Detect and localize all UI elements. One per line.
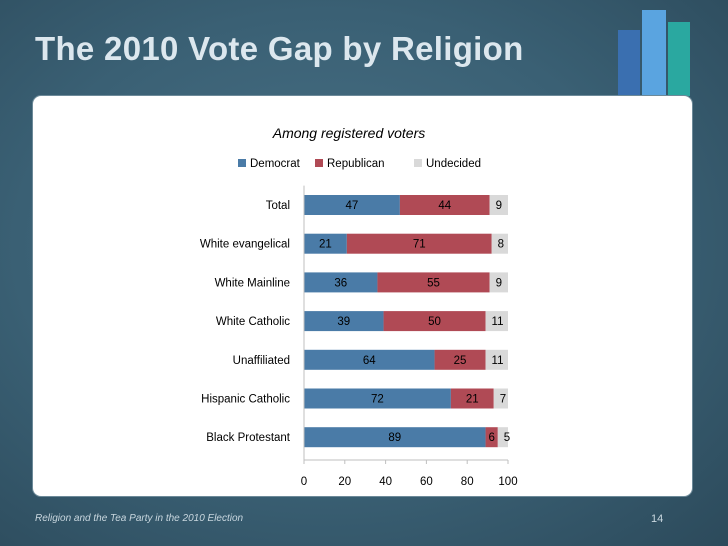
category-label: White Catholic bbox=[216, 316, 290, 328]
bar-undecided bbox=[493, 388, 508, 409]
data-label-democrat: 39 bbox=[337, 316, 350, 328]
legend-label-democrat: Democrat bbox=[250, 158, 301, 170]
data-label-republican: 44 bbox=[438, 200, 451, 212]
logo-bar-left bbox=[618, 30, 640, 96]
bar-republican bbox=[377, 272, 490, 293]
data-label-democrat: 64 bbox=[363, 355, 376, 367]
bar-republican bbox=[434, 349, 486, 370]
chart-legend: Democrat Republican Undecided bbox=[238, 158, 481, 170]
bar-democrat bbox=[304, 427, 486, 448]
bar-undecided bbox=[489, 195, 508, 215]
slide-title: The 2010 Vote Gap by Religion bbox=[35, 30, 524, 67]
bar-undecided bbox=[485, 311, 508, 332]
data-label-democrat: 21 bbox=[319, 239, 332, 251]
bar-republican bbox=[346, 233, 492, 254]
category-label: Black Protestant bbox=[206, 432, 291, 444]
data-label-democrat: 72 bbox=[371, 394, 384, 406]
category-label: Hispanic Catholic bbox=[201, 394, 290, 406]
bar-undecided bbox=[497, 427, 508, 448]
page-number: 14 bbox=[651, 513, 664, 525]
data-label-republican: 6 bbox=[488, 432, 494, 444]
legend-swatch-democrat bbox=[238, 159, 246, 167]
x-tick-label: 80 bbox=[461, 476, 474, 488]
bar-democrat bbox=[304, 388, 451, 409]
bar-democrat bbox=[304, 233, 347, 254]
category-label: White evangelical bbox=[200, 239, 290, 251]
logo-bars-icon bbox=[618, 10, 696, 96]
data-label-republican: 21 bbox=[466, 394, 479, 406]
bar-undecided bbox=[485, 349, 508, 370]
data-label-undecided: 11 bbox=[492, 316, 504, 328]
data-label-undecided: 9 bbox=[496, 200, 502, 212]
plot-area: Total 47 44 9 White evangelical 21 71 8 White Ma… bbox=[200, 185, 518, 488]
bar-republican bbox=[450, 388, 494, 409]
bar-republican bbox=[399, 195, 490, 215]
data-label-undecided: 11 bbox=[492, 355, 504, 367]
footer-caption: Religion and the Tea Party in the 2010 E… bbox=[35, 513, 244, 524]
x-tick-label: 40 bbox=[379, 476, 392, 488]
logo-bar-middle bbox=[642, 10, 666, 96]
data-label-undecided: 9 bbox=[496, 277, 502, 289]
data-label-democrat: 89 bbox=[388, 432, 401, 444]
bar-democrat bbox=[304, 349, 435, 370]
bar-democrat bbox=[304, 272, 378, 293]
legend-swatch-undecided bbox=[414, 159, 422, 167]
data-label-republican: 71 bbox=[413, 239, 426, 251]
x-tick-label: 100 bbox=[498, 476, 517, 488]
bar-democrat bbox=[304, 195, 400, 215]
data-label-republican: 55 bbox=[427, 277, 440, 289]
x-tick-label: 60 bbox=[420, 476, 433, 488]
bar-republican bbox=[383, 311, 486, 332]
bar-democrat bbox=[304, 311, 384, 332]
bar-undecided bbox=[489, 272, 508, 293]
data-label-democrat: 47 bbox=[346, 200, 359, 212]
data-label-democrat: 36 bbox=[334, 277, 347, 289]
bar-undecided bbox=[491, 233, 508, 254]
data-label-undecided: 8 bbox=[498, 239, 504, 251]
data-label-undecided: 7 bbox=[500, 394, 506, 406]
legend-label-republican: Republican bbox=[327, 158, 385, 170]
data-label-undecided: 5 bbox=[504, 432, 510, 444]
logo-bar-right bbox=[668, 22, 690, 96]
category-label: Total bbox=[266, 200, 290, 212]
legend-swatch-republican bbox=[315, 159, 323, 167]
x-tick-label: 0 bbox=[301, 476, 307, 488]
category-label: Unaffiliated bbox=[233, 355, 290, 367]
chart-card: Among registered voters Democrat Republic… bbox=[33, 96, 692, 496]
data-label-republican: 50 bbox=[428, 316, 441, 328]
category-label: White Mainline bbox=[215, 277, 290, 289]
legend-label-undecided: Undecided bbox=[426, 158, 481, 170]
stacked-bar-chart: Among registered voters Democrat Republic… bbox=[200, 125, 518, 488]
chart-title: Among registered voters bbox=[272, 125, 426, 141]
bar-republican bbox=[485, 427, 498, 448]
x-tick-label: 20 bbox=[338, 476, 351, 488]
data-label-republican: 25 bbox=[454, 355, 467, 367]
